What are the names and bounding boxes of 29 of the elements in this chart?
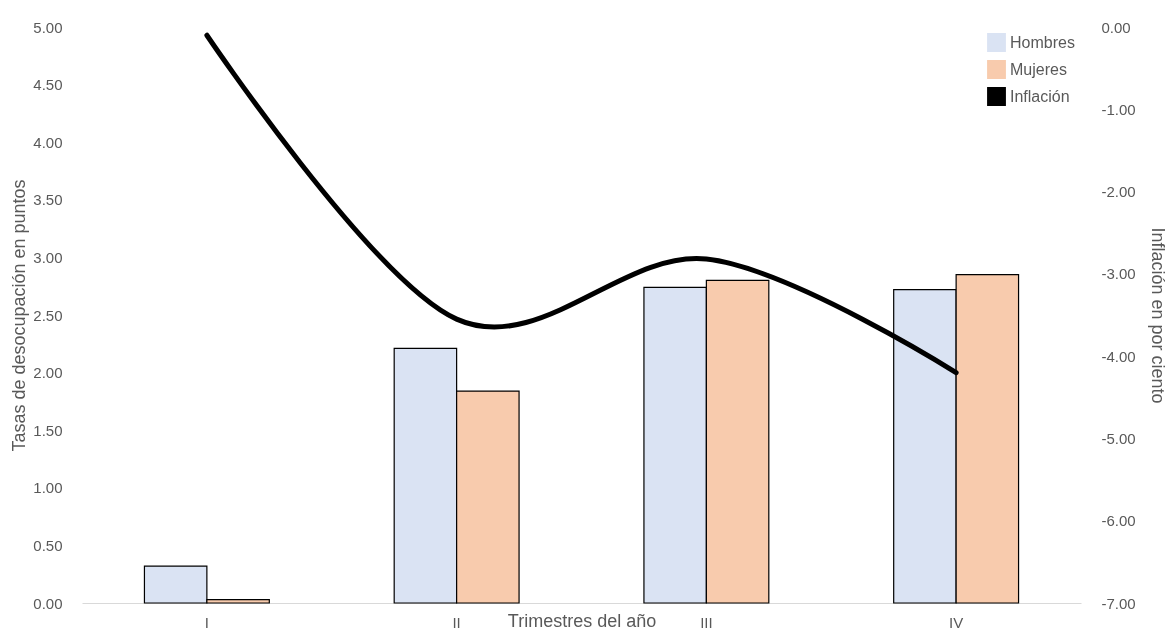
y2-tick-label: -3.00 bbox=[1101, 265, 1136, 283]
y-tick-label: 3.00 bbox=[33, 248, 63, 266]
y-tick-label: 5.00 bbox=[33, 18, 63, 36]
y2-tick-label: -4.00 bbox=[1101, 347, 1136, 365]
y2-tick-label: -5.00 bbox=[1101, 429, 1136, 447]
x-tick-label: III bbox=[700, 613, 713, 631]
y-tick-label: 2.50 bbox=[33, 306, 63, 324]
y2-axis-title: Inflación en por ciento bbox=[1147, 227, 1168, 404]
x-tick-label: IV bbox=[949, 613, 964, 631]
y2-tick-label: -1.00 bbox=[1101, 100, 1136, 118]
y-tick-label: 0.00 bbox=[33, 594, 63, 612]
y-tick-label: 3.50 bbox=[33, 191, 63, 209]
x-tick-label: II bbox=[452, 613, 461, 631]
y2-tick-label: -7.00 bbox=[1101, 594, 1136, 612]
legend-label: Inflación bbox=[1010, 87, 1070, 105]
y-tick-label: 2.00 bbox=[33, 364, 63, 382]
y-tick-label: 1.00 bbox=[33, 479, 63, 497]
y-axis-title: Tasas de desocupación en puntos bbox=[9, 179, 30, 452]
y2-tick-label: -2.00 bbox=[1101, 183, 1136, 201]
y-tick-label: 1.50 bbox=[33, 421, 63, 439]
x-tick-label: I bbox=[204, 613, 209, 631]
y2-tick-label: 0.00 bbox=[1101, 18, 1131, 36]
y2-tick-label: -6.00 bbox=[1101, 512, 1136, 530]
legend-label: Mujeres bbox=[1010, 60, 1067, 78]
y-tick-label: 4.00 bbox=[33, 133, 63, 151]
y-tick-label: 0.50 bbox=[33, 536, 63, 554]
y-tick-label: 4.50 bbox=[33, 76, 63, 94]
x-axis-title: Trimestres del año bbox=[507, 610, 657, 631]
legend-label: Hombres bbox=[1010, 33, 1075, 51]
